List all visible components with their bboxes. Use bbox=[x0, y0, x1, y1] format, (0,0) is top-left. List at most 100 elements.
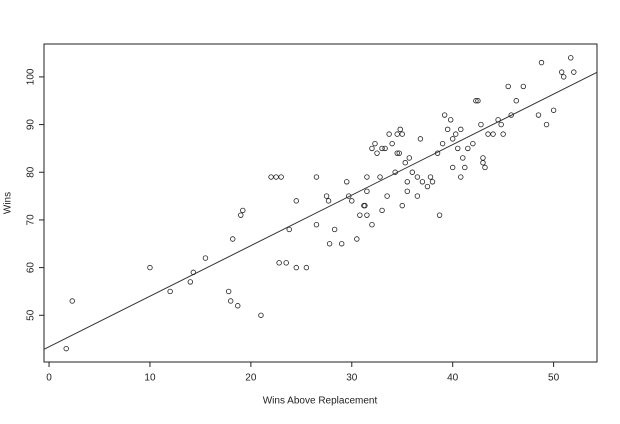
point bbox=[462, 164, 468, 171]
point bbox=[167, 288, 173, 295]
point bbox=[303, 264, 310, 271]
point bbox=[63, 345, 69, 352]
x-tick-label: 50 bbox=[548, 373, 560, 384]
point bbox=[568, 55, 574, 61]
point bbox=[482, 164, 488, 171]
point bbox=[147, 264, 153, 271]
plot-frame bbox=[43, 43, 598, 363]
point bbox=[409, 169, 416, 175]
y-axis-label: Wins bbox=[3, 192, 14, 214]
point bbox=[490, 131, 496, 137]
point bbox=[543, 121, 550, 128]
point bbox=[419, 179, 426, 185]
point bbox=[369, 145, 375, 152]
point bbox=[364, 174, 370, 180]
point bbox=[399, 202, 405, 209]
point bbox=[331, 226, 338, 233]
point bbox=[372, 140, 378, 147]
x-tick-label: 20 bbox=[245, 373, 257, 384]
point bbox=[436, 212, 443, 218]
y-tick-label: 100 bbox=[26, 68, 37, 85]
point bbox=[427, 174, 434, 180]
point bbox=[240, 207, 246, 214]
point bbox=[449, 136, 456, 142]
point bbox=[444, 126, 451, 133]
point bbox=[458, 126, 464, 133]
point bbox=[313, 174, 320, 180]
point bbox=[458, 174, 464, 180]
point bbox=[354, 236, 360, 242]
point bbox=[558, 69, 565, 75]
y-tick-label: 70 bbox=[26, 214, 37, 226]
point bbox=[227, 298, 234, 304]
point bbox=[369, 221, 375, 228]
point bbox=[560, 74, 567, 80]
point bbox=[230, 236, 236, 242]
point bbox=[190, 269, 197, 276]
point bbox=[402, 160, 408, 166]
point bbox=[283, 260, 289, 266]
point bbox=[550, 107, 557, 113]
point bbox=[571, 69, 577, 75]
point bbox=[414, 174, 421, 180]
point bbox=[379, 207, 385, 214]
point bbox=[439, 140, 446, 147]
point bbox=[495, 117, 501, 123]
point bbox=[344, 179, 350, 185]
point bbox=[429, 179, 436, 185]
point bbox=[394, 150, 400, 156]
point bbox=[374, 150, 380, 156]
point bbox=[202, 255, 209, 261]
point bbox=[513, 98, 519, 104]
point bbox=[69, 298, 75, 304]
point bbox=[478, 121, 484, 128]
point bbox=[447, 117, 454, 123]
point bbox=[404, 179, 410, 185]
point bbox=[480, 155, 486, 161]
point bbox=[187, 279, 194, 285]
point bbox=[382, 145, 388, 152]
point bbox=[278, 174, 284, 180]
point bbox=[414, 193, 421, 199]
point bbox=[364, 212, 370, 218]
point bbox=[535, 112, 542, 118]
point bbox=[349, 198, 355, 204]
point bbox=[399, 131, 405, 137]
point bbox=[258, 312, 264, 318]
point bbox=[276, 260, 282, 266]
point bbox=[485, 131, 491, 137]
regression-line bbox=[44, 71, 597, 350]
point bbox=[326, 241, 333, 247]
point bbox=[460, 155, 466, 161]
point bbox=[293, 264, 299, 271]
point bbox=[538, 59, 545, 66]
point bbox=[500, 131, 506, 137]
point bbox=[225, 288, 232, 295]
point bbox=[392, 169, 398, 175]
y-tick-label: 50 bbox=[26, 309, 37, 321]
x-tick-label: 0 bbox=[46, 373, 52, 384]
point bbox=[508, 112, 514, 118]
point bbox=[455, 145, 461, 152]
point bbox=[389, 140, 395, 147]
point bbox=[394, 131, 400, 137]
point bbox=[286, 226, 292, 233]
point bbox=[377, 174, 383, 180]
point bbox=[235, 303, 241, 309]
point bbox=[475, 98, 481, 104]
point bbox=[362, 202, 368, 209]
point bbox=[325, 198, 332, 204]
point bbox=[453, 131, 459, 137]
point bbox=[238, 212, 244, 218]
point bbox=[379, 145, 385, 152]
point bbox=[417, 136, 424, 142]
point bbox=[268, 174, 274, 180]
point bbox=[480, 160, 486, 166]
point bbox=[396, 150, 402, 156]
point bbox=[424, 183, 431, 190]
x-tick-label: 10 bbox=[144, 373, 156, 384]
point bbox=[346, 193, 352, 199]
y-tick-label: 90 bbox=[26, 119, 37, 131]
y-tick-label: 60 bbox=[26, 262, 37, 274]
